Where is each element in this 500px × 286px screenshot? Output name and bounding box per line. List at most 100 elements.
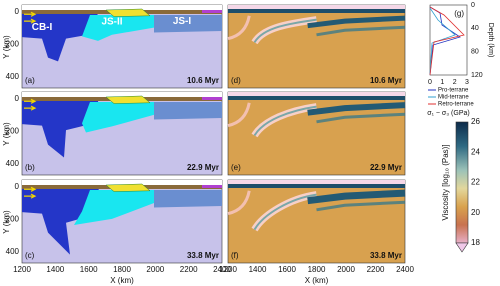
y-tick-label: 200 [6, 215, 20, 224]
x-tick-label: 2000 [337, 265, 355, 274]
top-air [22, 92, 222, 97]
time-label: 33.8 Myr [370, 251, 402, 260]
colorbar-tick-label: 22 [471, 178, 480, 187]
cb-terrane [22, 100, 100, 158]
time-label: 33.8 Myr [187, 251, 219, 260]
y-tick-label: 400 [6, 247, 20, 256]
y-tick-label: 0 [15, 7, 20, 16]
arrow [24, 105, 37, 111]
sediment [105, 8, 151, 17]
js2-terrane [74, 190, 156, 225]
y-tick-label: 400 [6, 159, 20, 168]
arrow [24, 186, 37, 192]
x-tick-label: 3 [465, 79, 469, 86]
sediment [105, 95, 151, 104]
strong-band [307, 102, 406, 116]
panel-label: (a) [25, 76, 35, 85]
y-axis-title: Y (km) [2, 210, 11, 234]
y-tick-label: 40 [471, 25, 479, 32]
x-tick-label: 2400 [396, 265, 414, 274]
retro-curve [429, 6, 465, 76]
strong-band [316, 200, 406, 212]
js2-terrane [82, 102, 156, 133]
arrow [24, 18, 37, 24]
time-label: 10.6 Myr [370, 76, 402, 85]
y-axis-title: Y (km) [2, 35, 11, 59]
panel-label: (e) [231, 163, 241, 172]
x-axis-title: X (km) [305, 276, 329, 285]
x-tick-label: 1800 [113, 265, 131, 274]
legend-label: Mid-terrane [438, 95, 469, 101]
arrow [24, 193, 37, 199]
slab-core [253, 193, 317, 231]
x-tick-label: 0 [428, 79, 432, 86]
x-tick-label: 1600 [80, 265, 98, 274]
top-air [228, 92, 405, 96]
legend-label: Retro-terrane [438, 102, 474, 108]
x-tick-label: 2 [453, 79, 457, 86]
js1-terrane [154, 102, 222, 120]
panel-label: (d) [231, 76, 241, 85]
x-tick-label: 1600 [278, 265, 296, 274]
arrow [24, 98, 37, 104]
js1-terrane [154, 190, 222, 208]
terrane-label: CB-I [32, 22, 53, 33]
top-air [228, 180, 405, 184]
slab-core [253, 105, 317, 137]
y-tick-label: 80 [471, 49, 479, 56]
x-axis-title: σ₁ − σ₃ (GPa) [427, 110, 469, 117]
colorbar-tick-label: 20 [471, 208, 480, 217]
time-label: 22.9 Myr [187, 163, 219, 172]
strong-band [307, 15, 406, 29]
y-tick-label: 0 [15, 94, 20, 103]
retro-crust [202, 10, 222, 13]
top-air [228, 5, 405, 9]
x-tick-label: 1 [440, 79, 444, 86]
colorbar-tick-label: 18 [471, 238, 480, 247]
strong-band [316, 112, 406, 124]
x-tick-label: 2200 [180, 265, 198, 274]
weak-zone [227, 102, 251, 128]
top-air [22, 180, 222, 185]
lithosphere [228, 9, 405, 13]
colorbar-extend [455, 242, 469, 253]
slab-core [253, 18, 317, 43]
weak-zone [227, 190, 251, 216]
x-tick-label: 1800 [308, 265, 326, 274]
lithosphere [228, 184, 405, 188]
weak-zone [227, 15, 251, 41]
panel-label: (b) [25, 163, 35, 172]
x-tick-label: 1400 [46, 265, 64, 274]
y-tick-label: 200 [6, 40, 20, 49]
x-tick-label: 1200 [219, 265, 237, 274]
js2-terrane [82, 15, 156, 41]
x-tick-label: 2400 [213, 265, 231, 274]
colorbar-tick-label: 26 [471, 117, 480, 126]
colorbar-title: Viscosity [log₁₀ (Pas)] [441, 144, 450, 220]
y-tick-label: 0 [15, 182, 20, 191]
y-tick-label: 0 [471, 2, 475, 9]
js1-terrane [154, 15, 222, 33]
terrane-label: JS-II [101, 17, 122, 28]
colorbar-tick-label: 24 [471, 147, 480, 156]
strong-band [307, 189, 406, 205]
x-tick-label: 2200 [367, 265, 385, 274]
lithosphere [228, 96, 405, 100]
mid-curve [429, 7, 456, 76]
panel-label: (g) [454, 9, 464, 18]
x-tick-label: 1200 [13, 265, 31, 274]
sediment [105, 183, 151, 192]
y-axis-title: Depth (km) [487, 23, 494, 58]
arrow [24, 11, 37, 17]
strong-band [316, 25, 406, 37]
y-axis-title: Y (km) [2, 122, 11, 146]
y-tick-label: 200 [6, 127, 20, 136]
panel-label: (f) [231, 251, 239, 260]
time-label: 10.6 Myr [187, 76, 219, 85]
x-tick-label: 1400 [249, 265, 267, 274]
top-air [22, 5, 222, 10]
panel-label: (c) [25, 251, 35, 260]
x-axis-title: X (km) [110, 276, 134, 285]
colorbar [455, 121, 469, 244]
